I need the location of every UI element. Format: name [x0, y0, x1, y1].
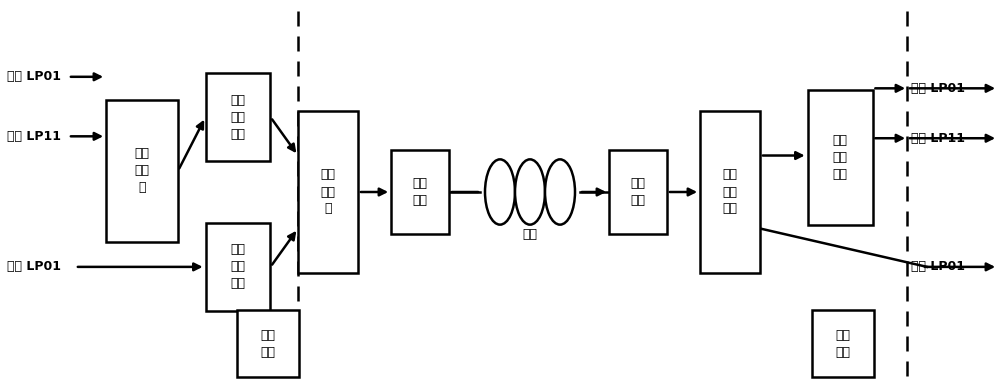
- Text: 波分
复用
器: 波分 复用 器: [320, 169, 336, 215]
- Ellipse shape: [515, 159, 545, 225]
- FancyBboxPatch shape: [700, 111, 760, 273]
- FancyBboxPatch shape: [298, 111, 358, 273]
- Text: 信号 LP11: 信号 LP11: [911, 132, 965, 145]
- Text: 光功
率计: 光功 率计: [260, 329, 276, 359]
- Text: 信号 LP11: 信号 LP11: [7, 130, 61, 143]
- Text: 可调
光衰
减器: 可调 光衰 减器: [230, 94, 246, 141]
- Text: 泵浦 LP01: 泵浦 LP01: [911, 260, 965, 273]
- FancyBboxPatch shape: [106, 100, 178, 242]
- FancyBboxPatch shape: [237, 310, 299, 377]
- FancyBboxPatch shape: [206, 73, 270, 161]
- FancyBboxPatch shape: [609, 150, 667, 234]
- FancyBboxPatch shape: [812, 310, 874, 377]
- Text: 模式
复用
器: 模式 复用 器: [134, 147, 150, 194]
- Text: 信号 LP01: 信号 LP01: [7, 70, 61, 83]
- Text: 样纤: 样纤: [522, 228, 538, 241]
- Text: 模式
解复
用器: 模式 解复 用器: [832, 134, 848, 181]
- Text: 波分
解复
用器: 波分 解复 用器: [722, 169, 738, 215]
- Text: 光隔
离器: 光隔 离器: [631, 177, 646, 207]
- Text: 光隔
离器: 光隔 离器: [413, 177, 428, 207]
- Text: 泵浦 LP01: 泵浦 LP01: [7, 260, 61, 273]
- Text: 光功
率计: 光功 率计: [836, 329, 850, 359]
- Text: 信号 LP01: 信号 LP01: [911, 82, 965, 95]
- Ellipse shape: [545, 159, 575, 225]
- FancyBboxPatch shape: [391, 150, 449, 234]
- Text: 可调
光衰
减器: 可调 光衰 减器: [230, 243, 246, 290]
- FancyBboxPatch shape: [808, 90, 872, 225]
- Ellipse shape: [485, 159, 515, 225]
- FancyBboxPatch shape: [206, 223, 270, 311]
